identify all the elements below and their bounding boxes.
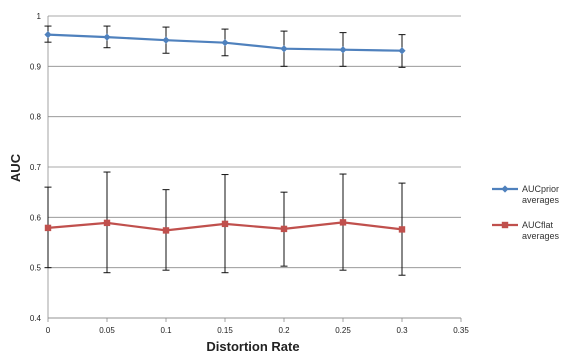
data-point — [44, 31, 52, 39]
legend-label-line: AUCprior — [522, 184, 559, 194]
legend-item: AUCprior averages — [492, 184, 560, 205]
series-group — [44, 25, 406, 276]
legend-marker — [501, 185, 509, 193]
data-point — [103, 219, 111, 227]
data-point — [162, 36, 170, 44]
y-tick-label: 0.4 — [30, 314, 42, 323]
data-point — [339, 46, 347, 54]
x-tick-label: 0.05 — [99, 326, 115, 335]
y-axis-title: AUC — [8, 153, 23, 182]
x-tick-label: 0.35 — [453, 326, 469, 335]
legend-label: AUCprior averages — [522, 184, 560, 205]
x-axis-title: Distortion Rate — [206, 339, 299, 354]
data-point — [221, 220, 229, 228]
y-tick-label: 1 — [37, 12, 42, 21]
legend-marker — [501, 221, 509, 229]
data-point — [162, 227, 170, 234]
data-point — [398, 226, 406, 233]
y-tick-label: 0.8 — [30, 113, 42, 122]
y-tick-label: 0.9 — [30, 62, 42, 71]
legend-label-line: AUCflat — [522, 220, 554, 230]
x-tick-label: 0.3 — [396, 326, 408, 335]
data-point — [44, 224, 52, 232]
x-tick-label: 0.1 — [160, 326, 172, 335]
data-point — [103, 33, 111, 41]
x-tick-labels: 0 0.05 0.1 0.15 0.2 0.25 0.3 0.35 — [46, 326, 470, 335]
data-point — [221, 39, 229, 47]
legend-label-line: averages — [522, 231, 560, 241]
legend-item: AUCflat averages — [492, 220, 560, 241]
legend-label: AUCflat averages — [522, 220, 560, 241]
y-tick-label: 0.7 — [30, 163, 42, 172]
data-point — [398, 47, 406, 55]
y-tick-label: 0.5 — [30, 264, 42, 273]
x-tick-label: 0.25 — [335, 326, 351, 335]
series-aucprior — [44, 25, 406, 68]
legend-label-line: averages — [522, 195, 560, 205]
x-tick-label: 0.15 — [217, 326, 233, 335]
axes — [47, 16, 462, 322]
series-aucflat — [44, 171, 406, 276]
y-tick-label: 0.6 — [30, 213, 42, 222]
x-tick-label: 0 — [46, 326, 51, 335]
data-point — [339, 219, 347, 226]
grid-lines — [48, 15, 461, 319]
y-tick-labels: 0.4 0.5 0.6 0.7 0.8 0.9 1 — [30, 12, 42, 323]
data-point — [280, 225, 288, 233]
x-tick-label: 0.2 — [278, 326, 290, 335]
data-point — [280, 45, 288, 53]
